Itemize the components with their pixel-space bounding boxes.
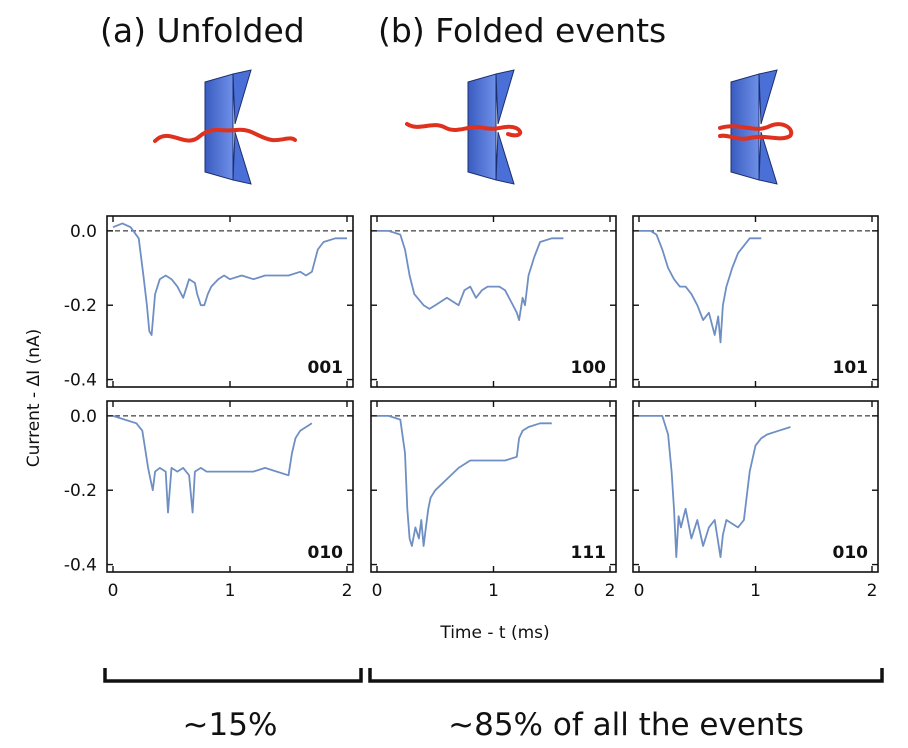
panel-label: 111 bbox=[571, 543, 607, 563]
current-trace bbox=[112, 222, 347, 336]
protein-strand bbox=[405, 122, 523, 138]
y-tick-label: -0.2 bbox=[64, 481, 97, 501]
x-tick-label: 2 bbox=[867, 581, 878, 601]
current-trace bbox=[377, 229, 564, 322]
y-tick-label: 0.0 bbox=[70, 407, 97, 427]
panel-label: 010 bbox=[308, 543, 344, 563]
unfolded-percentage: ~15% bbox=[183, 707, 278, 743]
trace-panel: 100 bbox=[370, 215, 617, 388]
protein-strand bbox=[718, 122, 794, 141]
pore-body bbox=[204, 73, 234, 181]
pore-flank-top bbox=[495, 69, 515, 125]
pore-flank-bottom bbox=[232, 131, 252, 185]
current-trace bbox=[377, 414, 552, 547]
header-unfolded: (a) Unfolded bbox=[100, 11, 305, 50]
y-tick-label: -0.2 bbox=[64, 296, 97, 316]
pore-schematic bbox=[718, 69, 794, 185]
x-tick-label: 0 bbox=[372, 581, 383, 601]
trace-panel: 101 bbox=[632, 215, 879, 388]
x-tick-label: 2 bbox=[605, 581, 616, 601]
current-trace bbox=[112, 415, 313, 514]
pore-flank-top bbox=[232, 69, 252, 125]
trace-panel: 0 1 2 111 bbox=[370, 400, 617, 601]
x-tick-label: 2 bbox=[342, 581, 353, 601]
y-tick-label: -0.4 bbox=[64, 556, 97, 576]
bracket-unfolded bbox=[103, 668, 363, 683]
pore-schematic bbox=[153, 69, 297, 185]
panel-label: 001 bbox=[308, 358, 344, 378]
current-trace bbox=[639, 229, 762, 344]
y-tick-label: -0.4 bbox=[64, 371, 97, 391]
panel-label: 010 bbox=[833, 543, 869, 563]
panel-label: 100 bbox=[571, 358, 607, 378]
panel-label: 101 bbox=[833, 358, 869, 378]
header-folded: (b) Folded events bbox=[378, 11, 666, 50]
x-tick-label: 1 bbox=[488, 581, 499, 601]
trace-panel: 0 1 2 010 bbox=[632, 400, 879, 601]
x-tick-label: 1 bbox=[225, 581, 236, 601]
pore-flank-bottom bbox=[495, 131, 515, 185]
bracket-folded bbox=[368, 668, 884, 683]
current-trace bbox=[639, 414, 791, 558]
y-axis-label: Current - ΔI (nA) bbox=[24, 329, 44, 468]
pore-schematic bbox=[405, 69, 523, 185]
trace-panel: 0.0 -0.2 -0.4 001 bbox=[64, 215, 354, 391]
pore-flank-top bbox=[758, 69, 778, 125]
x-tick-label: 0 bbox=[108, 581, 119, 601]
folded-percentage: ~85% of all the events bbox=[448, 707, 804, 743]
x-tick-label: 1 bbox=[750, 581, 761, 601]
nanopore-schematics bbox=[153, 69, 794, 185]
pore-flank-bottom bbox=[758, 131, 778, 185]
trace-panel: 0.0 -0.2 -0.4 0 1 2 010 bbox=[64, 400, 354, 601]
x-tick-label: 0 bbox=[634, 581, 645, 601]
current-trace-panels: 0.0 -0.2 -0.4 001 100 101 0.0 -0.2 -0.4 0 1 2 010 0 1 2… bbox=[64, 215, 879, 601]
x-axis-label: Time - t (ms) bbox=[439, 623, 549, 643]
y-tick-label: 0.0 bbox=[70, 222, 97, 242]
protein-strand bbox=[153, 127, 297, 143]
